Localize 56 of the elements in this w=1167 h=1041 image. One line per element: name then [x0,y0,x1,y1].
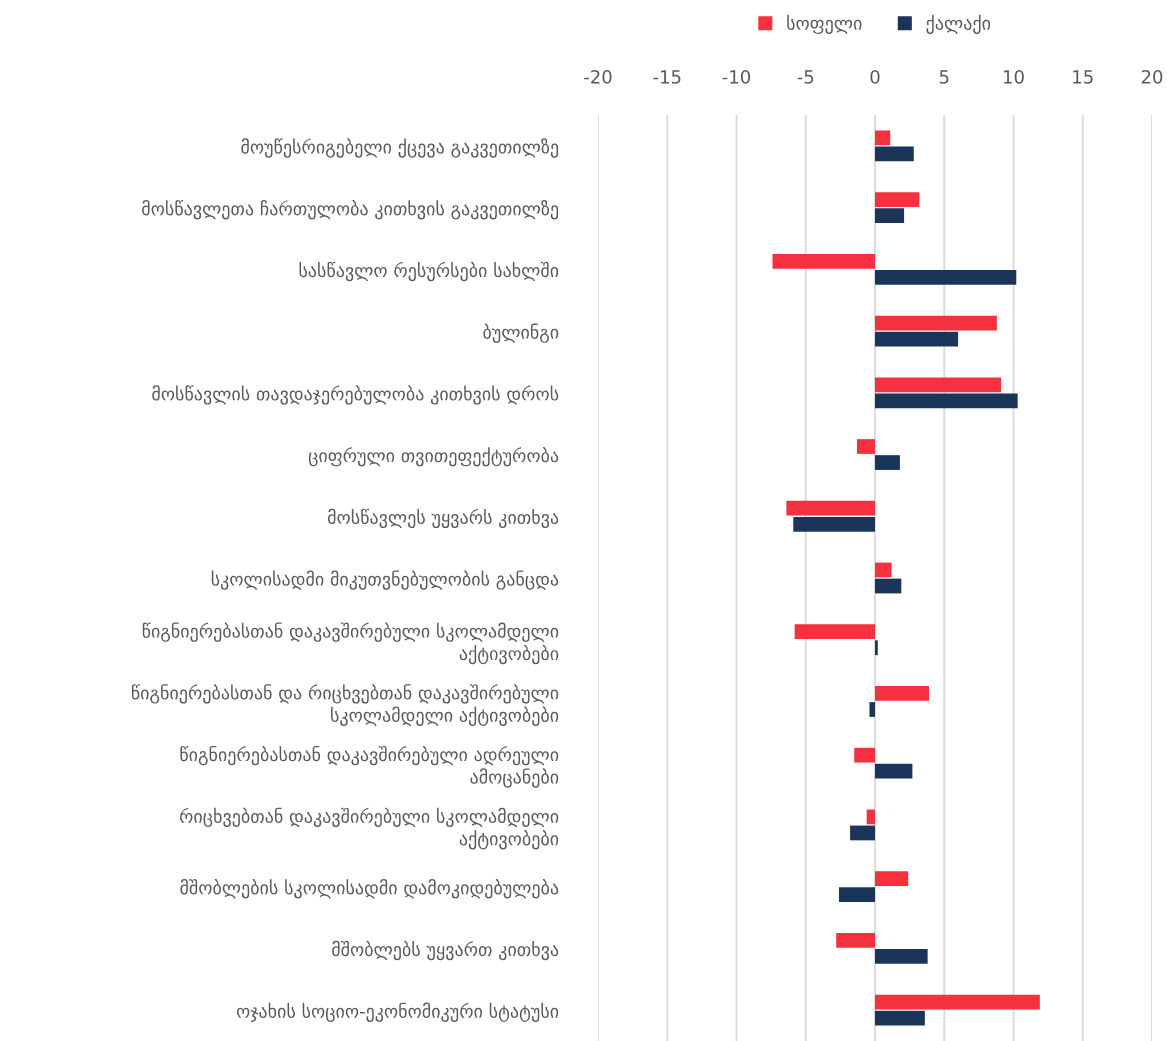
bar [875,455,900,470]
bar [866,809,875,825]
y-tick-label: მოსწავლის თავდაჯერებულობა კითხვის დროს [152,385,559,405]
bar [854,747,875,763]
bar [875,130,891,146]
y-tick-label: მოსწავლეს უყვარს კითხვა [327,508,559,529]
y-tick-label: ციფრული თვითეფექტურობა [308,446,559,467]
bar [869,702,875,717]
bar [856,439,875,454]
y-tick-label: სასწავლო რესურსები სახლში [299,261,559,282]
bar [875,331,959,347]
x-tick-label: -15 [653,70,681,84]
bar [836,932,875,948]
y-tick-label: მშობლების სკოლისადმი დამოკიდებულება [180,879,559,899]
y-tick-label: წიგნიერებასთან დაკავშირებული სკოლამდელი აქტივობები [142,622,559,665]
bar [875,578,902,594]
bar [794,624,875,640]
x-tick-label: 10 [1004,70,1024,84]
legend-label: სოფელი [787,14,862,34]
y-tick-label: მშობლებს უყვართ კითხვა [332,940,559,961]
bar [875,871,909,887]
bar [875,377,1002,393]
bar [875,763,913,779]
x-tick-label: 5 [939,70,949,84]
x-tick-label: -10 [722,70,751,84]
bar [786,500,875,516]
bar [875,315,997,331]
y-tick-label: მოსწავლეთა ჩართულობა კითხვის გაკვეთილზე [142,200,559,220]
bar [875,192,920,207]
bar [875,269,1017,285]
x-tick-label: 15 [1073,70,1093,84]
bar [875,146,914,162]
bar [772,253,875,269]
bar [875,562,892,578]
x-tick-label: 20 [1141,70,1163,84]
bar [875,1010,925,1026]
bar [875,208,905,224]
bar [850,825,875,841]
legend-label: ქალაქი [926,14,991,34]
y-tick-label: ოჯახის სოციო-ეკონომიკური სტატუსი [236,1002,559,1022]
y-tick-label: მოუწესრიგებელი ქცევა გაკვეთილზე [241,138,559,158]
bar [875,393,1018,409]
y-tick-label: წიგნიერებასთან დაკავშირებული ადრეული ამოცანები [180,745,559,788]
bar [793,516,875,532]
x-tick-label: -20 [584,70,612,84]
bar [875,949,928,964]
bar [875,994,1040,1010]
x-tick-label: -5 [797,70,814,84]
bar [875,640,878,656]
y-tick-label: რიცხვებთან დაკავშირებული სკოლამდელი აქტივობები [179,807,559,850]
bar [838,887,875,903]
bar [875,686,930,701]
x-tick-label: 0 [870,70,880,84]
y-tick-label: სკოლისადმი მიკუთვნებულობის განცდა [211,570,559,590]
y-tick-label: ბულინგი [483,323,559,343]
y-tick-label: წიგნიერებასთან და რიცხვებთან დაკავშირებული სკოლამდელი აქტივობები [131,684,559,726]
